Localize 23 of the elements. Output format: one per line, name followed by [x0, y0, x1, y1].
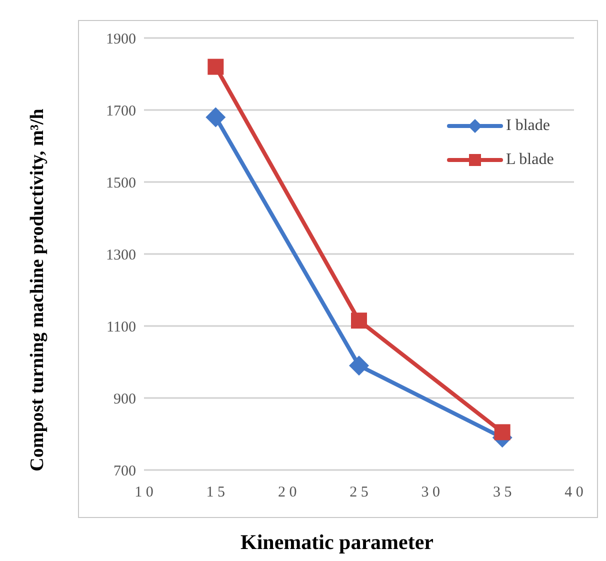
y-tick-label: 1100 — [106, 319, 136, 336]
x-tick-label: 1 0 — [134, 484, 154, 501]
y-tick-label: 1300 — [106, 247, 136, 264]
point — [206, 107, 226, 128]
y-tick-label: 1900 — [106, 31, 136, 48]
x-tick-label: 1 5 — [206, 484, 226, 501]
point — [349, 356, 369, 376]
y-tick-label: 900 — [114, 391, 136, 408]
legend-label: I blade — [506, 117, 550, 135]
y-tick-label: 1700 — [106, 103, 136, 120]
y-axis-title: Compost turning machine productivity, m³/h — [26, 108, 49, 474]
point — [208, 58, 224, 75]
x-tick-label: 3 5 — [492, 484, 512, 501]
x-tick-label: 2 0 — [278, 484, 297, 501]
y-tick-label: 700 — [114, 463, 136, 480]
x-tick-label: 2 5 — [350, 484, 368, 501]
x-axis-title: Kinematic parameter — [239, 530, 434, 555]
point — [351, 312, 367, 329]
x-tick-label: 4 0 — [564, 484, 584, 501]
point — [494, 424, 510, 440]
x-tick-label: 3 0 — [421, 484, 440, 501]
y-tick-label: 1500 — [106, 175, 136, 192]
legend-label: L blade — [506, 151, 554, 169]
